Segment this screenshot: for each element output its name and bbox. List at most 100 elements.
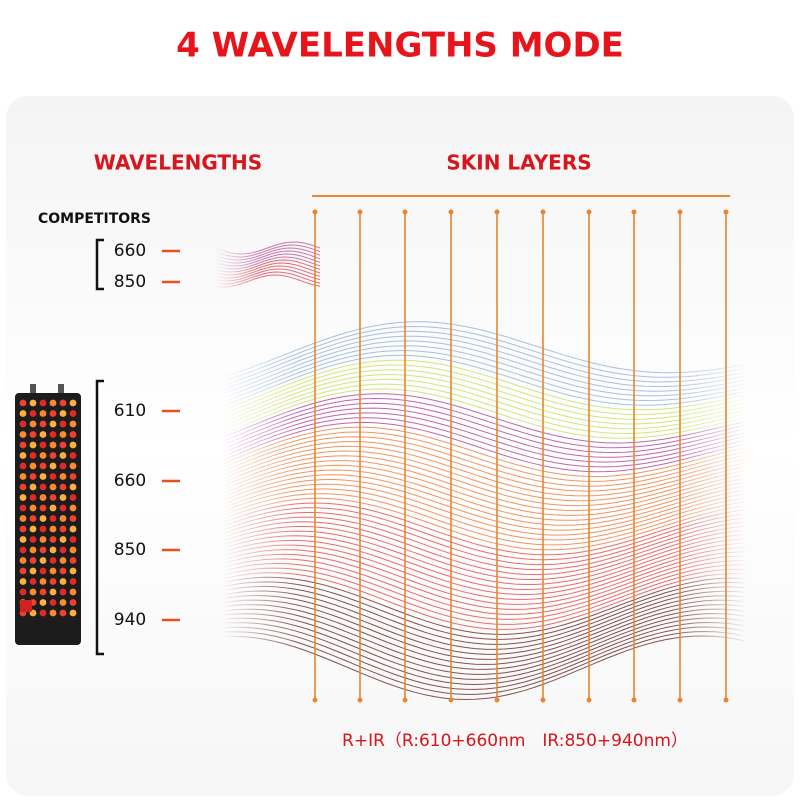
wave — [224, 599, 746, 660]
led — [39, 462, 47, 470]
switch — [20, 600, 32, 612]
led — [39, 567, 47, 575]
wave — [224, 440, 746, 492]
wave — [225, 635, 746, 701]
layer-dot — [631, 697, 637, 703]
led — [69, 599, 77, 606]
led — [39, 473, 47, 480]
wave — [214, 247, 321, 261]
led — [49, 431, 57, 438]
led — [59, 431, 67, 438]
led — [39, 515, 47, 522]
led — [69, 441, 77, 449]
led — [49, 494, 57, 501]
bracket — [95, 238, 104, 291]
wave — [224, 402, 746, 454]
led — [59, 557, 67, 564]
led — [69, 420, 77, 428]
wave — [224, 397, 746, 449]
wave — [224, 436, 746, 487]
layer-dot — [677, 209, 683, 215]
wave — [224, 585, 746, 645]
led — [29, 536, 37, 543]
led — [49, 399, 57, 407]
led — [59, 494, 67, 501]
wave — [224, 526, 746, 580]
layer-dot — [631, 209, 637, 215]
led — [19, 431, 27, 438]
led — [29, 504, 37, 512]
wave — [224, 535, 746, 591]
wavelength-label: 850 — [114, 540, 146, 560]
wave — [224, 530, 746, 585]
layer-dot — [494, 209, 500, 215]
led — [59, 609, 67, 617]
led — [29, 420, 37, 428]
layer-dot — [586, 209, 592, 215]
wavelength-label: 850 — [114, 272, 146, 292]
led — [29, 546, 37, 554]
led — [69, 504, 77, 512]
wave — [214, 271, 321, 285]
wave — [224, 417, 746, 468]
led — [59, 525, 67, 533]
led — [19, 588, 27, 596]
led — [39, 536, 47, 543]
led — [19, 494, 27, 501]
led — [19, 399, 27, 407]
layer-dot — [312, 209, 318, 215]
wave — [224, 374, 746, 425]
led — [39, 431, 47, 438]
led — [69, 515, 77, 522]
led — [49, 515, 57, 522]
device — [15, 384, 81, 645]
led — [19, 462, 27, 470]
led — [29, 515, 37, 522]
wave — [224, 364, 746, 416]
led — [19, 483, 27, 491]
wave — [224, 604, 746, 665]
wave — [224, 630, 746, 695]
led — [49, 462, 57, 470]
wave — [224, 626, 746, 690]
layer-dot — [723, 209, 729, 215]
layer-dot — [723, 697, 729, 703]
wave — [224, 378, 746, 430]
led — [69, 588, 77, 596]
led — [59, 567, 67, 575]
led — [19, 452, 27, 459]
wavelength-label: 940 — [114, 610, 146, 630]
column-heading: SKIN LAYERS — [446, 151, 591, 175]
led — [39, 578, 47, 585]
led — [49, 588, 57, 596]
card — [6, 96, 794, 796]
led — [49, 483, 57, 491]
led — [69, 431, 77, 438]
led — [29, 473, 37, 480]
led — [19, 546, 27, 554]
wave — [224, 488, 746, 541]
wave — [224, 549, 746, 605]
wave — [224, 567, 746, 625]
wave — [224, 330, 746, 386]
wave — [224, 469, 746, 521]
led — [19, 525, 27, 533]
led — [59, 462, 67, 470]
wave — [224, 594, 746, 655]
led — [29, 557, 37, 564]
footer-note: R+IR（R:610+660nm IR:850+940nm） — [342, 731, 688, 751]
wave — [224, 521, 746, 576]
wave — [224, 493, 746, 546]
led — [69, 578, 77, 585]
led — [49, 599, 57, 606]
title: 4 WAVELENGTHS MODE — [176, 26, 624, 66]
led — [59, 399, 67, 407]
led — [39, 410, 47, 417]
wavelength-label: 610 — [114, 401, 146, 421]
led — [69, 525, 77, 533]
led — [49, 546, 57, 554]
wave — [224, 421, 746, 473]
wave — [224, 621, 746, 686]
led — [19, 557, 27, 564]
led — [19, 515, 27, 522]
